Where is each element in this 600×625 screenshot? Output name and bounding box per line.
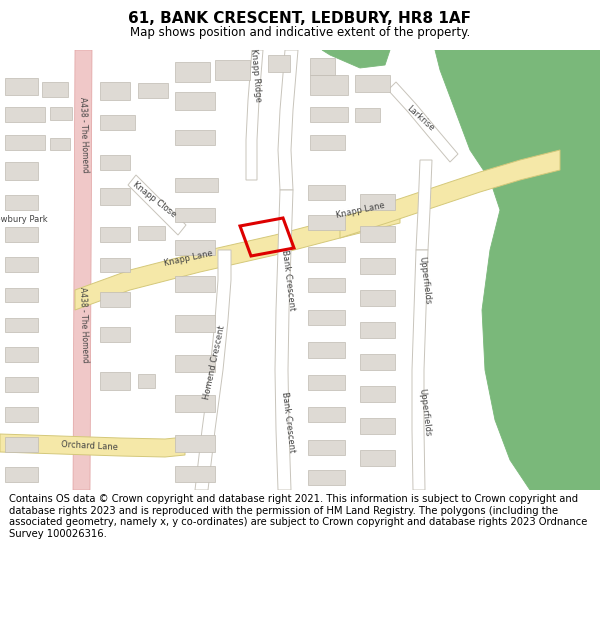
Text: Homend Crescent: Homend Crescent xyxy=(202,324,226,400)
Text: A438 - The Homend: A438 - The Homend xyxy=(78,97,90,173)
Bar xyxy=(360,386,395,402)
Text: Knapp Lane: Knapp Lane xyxy=(335,201,385,219)
Bar xyxy=(100,227,130,242)
Bar xyxy=(5,347,38,362)
Text: Bank Crescent: Bank Crescent xyxy=(280,249,296,311)
Bar xyxy=(100,155,130,170)
Text: Map shows position and indicative extent of the property.: Map shows position and indicative extent… xyxy=(130,26,470,39)
Bar xyxy=(355,75,390,92)
Text: Bank Crescent: Bank Crescent xyxy=(280,391,296,453)
Polygon shape xyxy=(246,50,263,180)
Bar xyxy=(5,195,38,210)
Text: Knapp Ridge: Knapp Ridge xyxy=(249,48,263,102)
Bar xyxy=(175,355,215,372)
Bar xyxy=(360,290,395,306)
Text: Upperfields: Upperfields xyxy=(418,256,433,304)
Text: Upperfields: Upperfields xyxy=(418,388,433,436)
Bar xyxy=(175,178,218,192)
Polygon shape xyxy=(322,50,390,68)
Polygon shape xyxy=(0,434,185,457)
Text: Orchard Lane: Orchard Lane xyxy=(61,440,119,452)
Polygon shape xyxy=(388,82,458,162)
Bar xyxy=(308,440,345,455)
Bar xyxy=(360,194,395,210)
Polygon shape xyxy=(435,50,600,490)
Bar xyxy=(360,354,395,370)
Bar xyxy=(308,342,345,358)
Bar xyxy=(215,60,250,80)
Bar xyxy=(360,322,395,338)
Polygon shape xyxy=(195,250,231,490)
Bar xyxy=(268,55,290,72)
Bar xyxy=(308,375,345,390)
Bar xyxy=(5,162,38,180)
Polygon shape xyxy=(128,175,186,235)
Bar xyxy=(100,292,130,307)
Bar xyxy=(175,395,215,412)
Bar xyxy=(360,450,395,466)
Bar xyxy=(100,188,130,205)
Polygon shape xyxy=(278,50,298,190)
Bar xyxy=(360,418,395,434)
Polygon shape xyxy=(73,50,92,490)
Bar xyxy=(5,377,38,392)
Text: Knapp Lane: Knapp Lane xyxy=(163,248,213,268)
Bar xyxy=(308,470,345,485)
Bar xyxy=(5,467,38,482)
Bar xyxy=(175,92,215,110)
Bar xyxy=(5,107,45,122)
Polygon shape xyxy=(340,150,560,238)
Bar xyxy=(138,83,168,98)
Bar xyxy=(42,82,68,97)
Polygon shape xyxy=(416,160,432,250)
Bar xyxy=(5,437,38,452)
Text: Newbury Park: Newbury Park xyxy=(0,216,47,224)
Bar xyxy=(5,135,45,150)
Bar xyxy=(138,374,155,388)
Polygon shape xyxy=(75,203,400,310)
Bar xyxy=(308,215,345,230)
Text: Contains OS data © Crown copyright and database right 2021. This information is : Contains OS data © Crown copyright and d… xyxy=(9,494,587,539)
Bar xyxy=(175,315,215,332)
Polygon shape xyxy=(412,250,428,490)
Bar xyxy=(310,107,348,122)
Bar xyxy=(310,75,348,95)
Bar xyxy=(175,466,215,482)
Bar xyxy=(310,58,335,75)
Bar xyxy=(5,227,38,242)
Bar xyxy=(50,107,72,120)
Bar xyxy=(100,372,130,390)
Text: A438 - The Homend: A438 - The Homend xyxy=(78,287,90,363)
Bar xyxy=(308,185,345,200)
Bar xyxy=(5,257,38,272)
Text: Larkrise: Larkrise xyxy=(404,103,436,132)
Text: 61, BANK CRESCENT, LEDBURY, HR8 1AF: 61, BANK CRESCENT, LEDBURY, HR8 1AF xyxy=(128,11,472,26)
Bar xyxy=(5,407,38,422)
Bar xyxy=(360,258,395,274)
Bar xyxy=(5,318,38,332)
Bar xyxy=(100,258,130,272)
Bar xyxy=(360,226,395,242)
Bar xyxy=(175,435,215,452)
Bar xyxy=(5,78,38,95)
Bar xyxy=(308,310,345,325)
Bar xyxy=(175,240,215,255)
Bar xyxy=(175,130,215,145)
Bar xyxy=(355,108,380,122)
Bar xyxy=(138,226,165,240)
Bar xyxy=(100,82,130,100)
Bar xyxy=(175,62,210,82)
Bar xyxy=(100,327,130,342)
Bar xyxy=(308,247,345,262)
Bar xyxy=(175,276,215,292)
Bar xyxy=(50,138,70,150)
Text: Knapp Close: Knapp Close xyxy=(131,181,178,219)
Bar xyxy=(5,288,38,302)
Polygon shape xyxy=(275,190,293,490)
Bar xyxy=(308,278,345,292)
Bar xyxy=(308,407,345,422)
Bar xyxy=(100,115,135,130)
Bar xyxy=(310,135,345,150)
Bar xyxy=(175,208,215,222)
